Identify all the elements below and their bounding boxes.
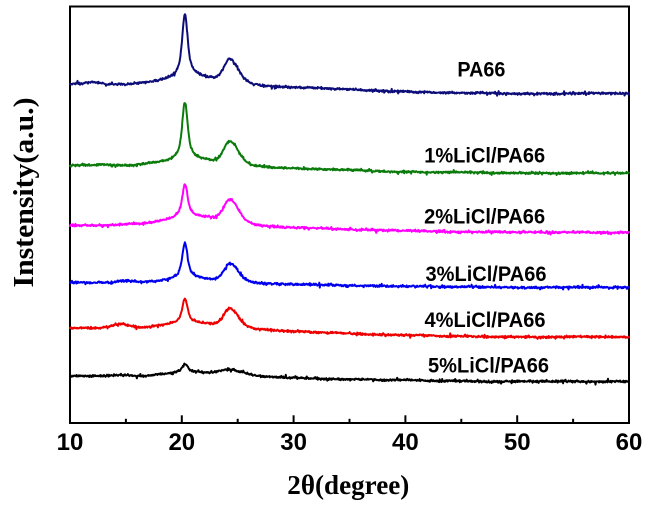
svg-text:50: 50 (504, 429, 531, 456)
svg-text:4%LiCl/PA66: 4%LiCl/PA66 (425, 309, 546, 332)
svg-text:2%LiCl/PA66: 2%LiCl/PA66 (424, 206, 545, 229)
svg-text:PA66: PA66 (457, 59, 505, 82)
svg-text:60: 60 (616, 429, 643, 456)
svg-text:5%LiCl/PA66: 5%LiCl/PA66 (428, 355, 549, 378)
svg-text:20: 20 (168, 429, 195, 456)
svg-text:1%LiCl/PA66: 1%LiCl/PA66 (424, 145, 545, 168)
svg-text:2θ(degree): 2θ(degree) (287, 470, 409, 500)
svg-text:Instensity(a.u.): Instensity(a.u.) (9, 98, 40, 288)
svg-text:10: 10 (57, 429, 84, 456)
svg-text:30: 30 (280, 429, 307, 456)
svg-text:3%LiCl/PA66: 3%LiCl/PA66 (426, 263, 547, 286)
svg-text:40: 40 (392, 429, 419, 456)
